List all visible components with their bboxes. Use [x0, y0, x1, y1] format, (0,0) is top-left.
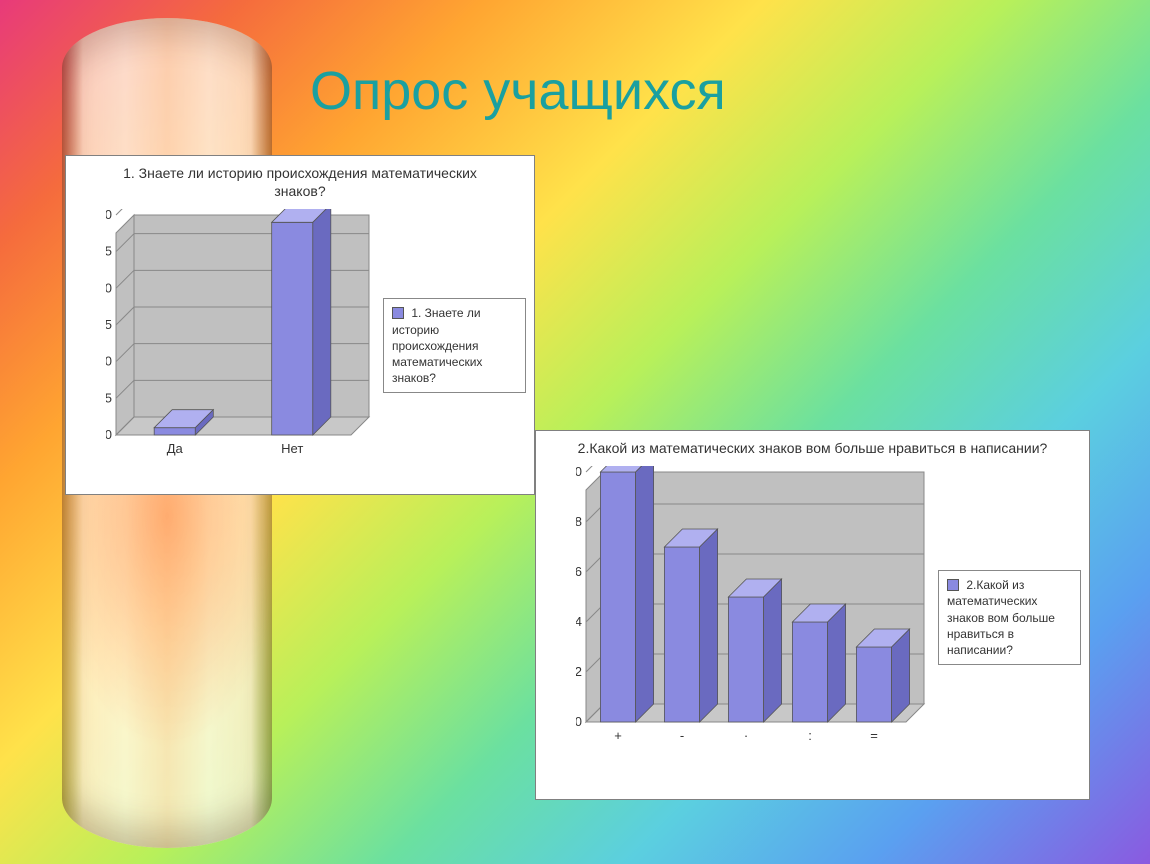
svg-text:-: -	[680, 728, 684, 743]
slide: Опрос учащихся 1. Знаете ли историю прои…	[0, 0, 1150, 864]
svg-text:2: 2	[576, 664, 582, 679]
chart-2-title: 2.Какой из математических знаков вом бол…	[536, 431, 1089, 461]
svg-text:30: 30	[106, 209, 112, 222]
chart-1-legend: 1. Знаете ли историю происхождения матем…	[383, 298, 526, 393]
chart-2-plot-wrap: 0 2 4 6 8 10 + - ·: =	[536, 461, 938, 774]
chart-1-plot: 0 5 10 15 20 25 30 Да Нет	[106, 209, 375, 459]
svg-text::: :	[808, 728, 812, 743]
svg-text:0: 0	[576, 714, 582, 729]
svg-text:20: 20	[106, 281, 112, 296]
legend-swatch	[392, 307, 404, 319]
svg-text:=: =	[870, 728, 878, 743]
chart-2-plot: 0 2 4 6 8 10 + - ·: =	[576, 466, 930, 746]
chart-2: 2.Какой из математических знаков вом бол…	[535, 430, 1090, 800]
chart-1: 1. Знаете ли историю происхождения матем…	[65, 155, 535, 495]
svg-text:Нет: Нет	[281, 441, 303, 456]
svg-text:4: 4	[576, 614, 582, 629]
slide-title: Опрос учащихся	[310, 60, 726, 122]
chart-2-legend: 2.Какой из математических знаков вом бол…	[938, 570, 1081, 665]
svg-text:·: ·	[744, 728, 748, 743]
svg-text:25: 25	[106, 244, 112, 259]
svg-text:10: 10	[106, 354, 112, 369]
legend-swatch	[947, 579, 959, 591]
legend-label: 2.Какой из математических знаков вом бол…	[947, 578, 1055, 657]
svg-text:8: 8	[576, 514, 582, 529]
svg-text:15: 15	[106, 317, 112, 332]
svg-text:+: +	[614, 728, 622, 743]
legend-label: 1. Знаете ли историю происхождения матем…	[392, 306, 482, 385]
svg-text:6: 6	[576, 564, 582, 579]
chart-1-plot-wrap: 0 5 10 15 20 25 30 Да Нет	[66, 204, 383, 487]
chart-2-body: 0 2 4 6 8 10 + - ·: = 2.Какой из математических з…	[536, 461, 1089, 774]
svg-text:Да: Да	[167, 441, 184, 456]
chart-1-title: 1. Знаете ли историю происхождения матем…	[66, 156, 534, 204]
chart-1-body: 0 5 10 15 20 25 30 Да Нет 1. Знаете ли историю п…	[66, 204, 534, 487]
svg-text:5: 5	[106, 391, 112, 406]
svg-text:10: 10	[576, 466, 582, 479]
svg-text:0: 0	[106, 427, 112, 442]
